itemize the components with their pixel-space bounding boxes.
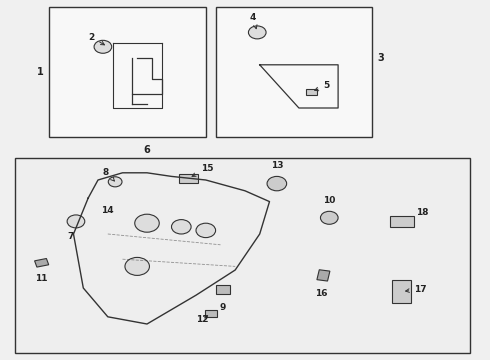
Text: 6: 6 <box>144 145 150 155</box>
Bar <box>317 270 330 281</box>
Text: 1: 1 <box>37 67 44 77</box>
FancyBboxPatch shape <box>15 158 470 353</box>
Circle shape <box>172 220 191 234</box>
Text: 14: 14 <box>101 206 114 215</box>
Circle shape <box>196 223 216 238</box>
Circle shape <box>94 40 112 53</box>
Bar <box>306 89 317 95</box>
Text: 12: 12 <box>196 315 209 324</box>
Circle shape <box>267 176 287 191</box>
Bar <box>35 258 49 267</box>
Text: 16: 16 <box>315 289 327 298</box>
Text: 7: 7 <box>68 232 74 241</box>
Text: 4: 4 <box>250 13 257 29</box>
Bar <box>216 285 230 294</box>
FancyBboxPatch shape <box>216 7 372 137</box>
Text: 5: 5 <box>315 81 330 91</box>
Text: 2: 2 <box>88 33 104 45</box>
Circle shape <box>125 257 149 275</box>
Text: 10: 10 <box>323 196 336 205</box>
Text: 15: 15 <box>192 164 214 176</box>
Text: 17: 17 <box>406 285 427 294</box>
Bar <box>392 280 411 303</box>
Text: 18: 18 <box>416 208 429 217</box>
Circle shape <box>248 26 266 39</box>
FancyBboxPatch shape <box>49 7 206 137</box>
Text: 11: 11 <box>35 274 48 283</box>
Circle shape <box>320 211 338 224</box>
Text: 3: 3 <box>377 53 384 63</box>
Text: 13: 13 <box>270 161 283 170</box>
Bar <box>179 174 198 183</box>
Bar <box>390 216 414 227</box>
Text: 8: 8 <box>103 168 114 181</box>
Circle shape <box>67 215 85 228</box>
Circle shape <box>135 214 159 232</box>
Circle shape <box>108 177 122 187</box>
Text: 9: 9 <box>220 303 226 312</box>
Bar <box>205 310 217 317</box>
